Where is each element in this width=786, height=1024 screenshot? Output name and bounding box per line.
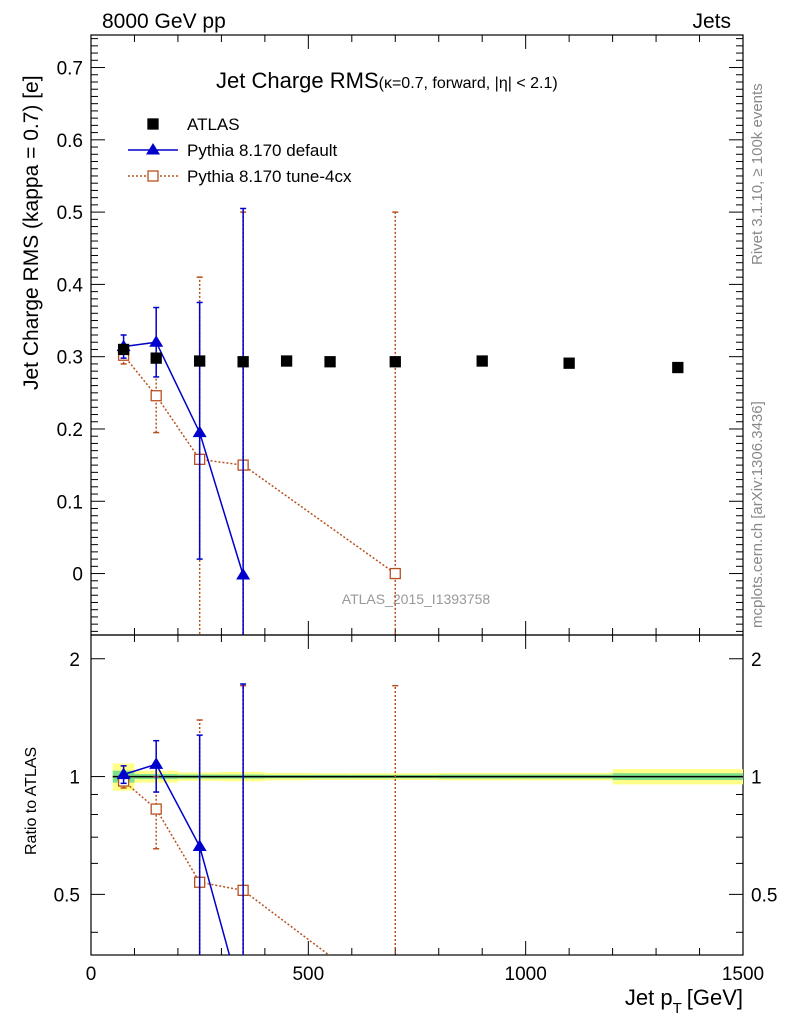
ratio-default-point xyxy=(236,998,250,1010)
ratio-default-point xyxy=(116,767,131,780)
watermark: ATLAS_2015_I1393758 xyxy=(342,591,491,607)
atlas-point xyxy=(117,343,130,356)
y-tick-label-right: 1 xyxy=(751,768,762,789)
legend-atlas-marker xyxy=(147,118,159,130)
y-tick-label: 0.2 xyxy=(57,420,83,441)
legend-default-marker xyxy=(146,143,160,155)
y-tick-label: 2 xyxy=(69,650,80,671)
x-tick-label: 0 xyxy=(86,964,97,985)
atlas-point xyxy=(150,352,162,364)
lower-series-group xyxy=(112,683,743,1010)
atlas-point xyxy=(280,355,293,367)
ratio-tune4cx-point xyxy=(390,1000,400,1010)
atlas-point xyxy=(563,357,575,369)
ratio-default-point xyxy=(149,757,164,769)
main-title-text: Jet Charge RMS xyxy=(216,68,379,93)
tune4cx-line xyxy=(123,354,396,575)
lower-frame xyxy=(90,634,744,956)
mcplots-label: mcplots.cern.ch [arXiv:1306.3436] xyxy=(749,401,766,628)
ratio-tune4cx-line xyxy=(123,780,331,955)
legend-tune4cx-label: Pythia 8.170 tune-4cx xyxy=(187,167,352,186)
x-axis-label-unit: [GeV] xyxy=(687,985,743,1010)
tune4cx-point xyxy=(389,567,401,580)
y-tick-label: 0.1 xyxy=(57,492,83,513)
default-point xyxy=(149,335,164,347)
y-tick-label-right: 0.5 xyxy=(751,885,777,906)
lower-panel: 0 500 1000 1500 0.5 0.5 1 1 2 2 xyxy=(54,634,777,1010)
upper-series-group xyxy=(116,207,684,635)
y-tick-label: 0.6 xyxy=(57,131,83,152)
atlas-point xyxy=(672,361,684,374)
legend-atlas-label: ATLAS xyxy=(187,115,240,134)
atlas-point xyxy=(324,356,336,368)
legend: ATLAS Pythia 8.170 default Pythia 8.170 tu… xyxy=(128,115,352,186)
y-tick-label: 0.5 xyxy=(57,203,83,224)
ratio-default-line xyxy=(123,763,231,955)
tune4cx-point xyxy=(150,390,162,402)
atlas-point xyxy=(194,355,206,367)
default-point xyxy=(236,568,251,580)
y-tick-label: 0.5 xyxy=(54,885,80,906)
upper-y-label: Jet Charge RMS (kappa = 0.7) [e] xyxy=(20,75,43,390)
ratio-tune4cx-point xyxy=(150,803,162,815)
y-tick-label: 1 xyxy=(69,768,80,789)
atlas-point xyxy=(237,356,249,368)
x-axis-label: Jet pT [GeV] xyxy=(625,985,743,1017)
y-tick-label: 0 xyxy=(72,565,83,586)
atlas-point xyxy=(476,355,488,367)
header-right: Jets xyxy=(692,10,731,33)
main-title-sub: (κ=0.7, forward, |η| < 2.1) xyxy=(379,75,558,92)
x-axis-label-main: Jet p xyxy=(625,985,673,1010)
legend-tune4cx-marker xyxy=(147,170,159,182)
y-tick-label: 0.4 xyxy=(57,275,84,296)
x-tick-label: 500 xyxy=(292,964,324,985)
default-line xyxy=(123,341,244,576)
y-tick-label-right: 2 xyxy=(751,650,762,671)
x-tick-label: 1500 xyxy=(722,964,764,985)
x-axis-label-sub: T xyxy=(673,1000,682,1017)
y-tick-label: 0.7 xyxy=(57,59,83,80)
legend-default-label: Pythia 8.170 default xyxy=(187,141,338,160)
upper-panel: 0 0.1 0.2 0.3 0.4 0.5 0.6 0.7 xyxy=(57,34,744,636)
rivet-label: Rivet 3.1.10, ≥ 100k events xyxy=(749,83,766,265)
x-tick-label: 1000 xyxy=(505,964,547,985)
ratio-default-point xyxy=(192,839,207,851)
main-title: Jet Charge RMS(κ=0.7, forward, |η| < 2.1… xyxy=(216,68,558,93)
y-tick-label: 0.3 xyxy=(57,348,83,369)
atlas-point xyxy=(389,356,401,368)
lower-y-label: Ratio to ATLAS xyxy=(23,747,40,855)
default-point xyxy=(192,425,207,438)
header-left: 8000 GeV pp xyxy=(102,10,226,33)
